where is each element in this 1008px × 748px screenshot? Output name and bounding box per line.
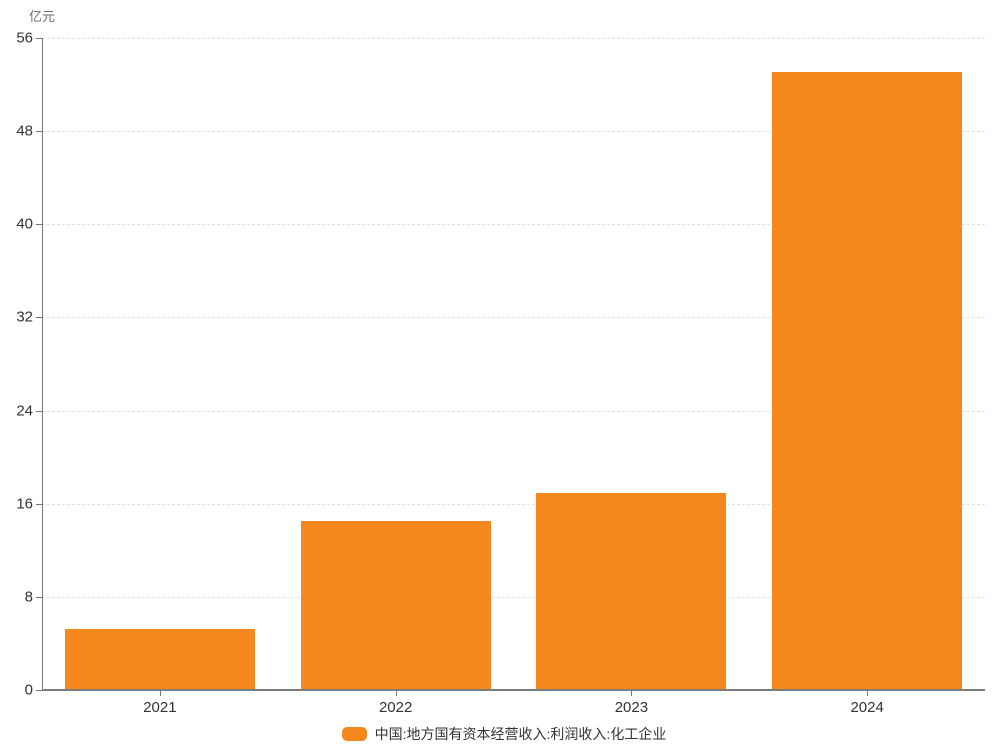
legend-label: 中国:地方国有资本经营收入:利润收入:化工企业 <box>374 726 667 742</box>
gridline-y-32 <box>42 317 985 319</box>
x-axis-tick-label: 2023 <box>614 699 649 716</box>
bar-2022 <box>300 521 491 690</box>
bar-2021 <box>64 629 255 690</box>
y-axis-unit-label: 亿元 <box>29 9 56 24</box>
x-axis-tick <box>631 690 633 696</box>
y-axis-tick <box>36 224 42 226</box>
y-axis-tick-label: 40 <box>16 215 33 233</box>
y-axis-tick-label: 8 <box>24 588 33 606</box>
gridline-y-48 <box>42 131 985 133</box>
x-axis-tick-label: 2024 <box>850 699 884 716</box>
y-axis-tick <box>36 596 42 598</box>
y-axis-tick <box>36 317 42 319</box>
x-axis-tick <box>159 690 161 696</box>
y-axis-tick-label: 48 <box>16 122 33 140</box>
y-axis-tick <box>36 131 42 133</box>
y-axis-tick-label: 56 <box>16 29 33 47</box>
x-axis-tick <box>395 690 397 696</box>
bar-2024 <box>772 71 963 690</box>
y-axis-tick <box>36 38 42 39</box>
gridline-y-24 <box>42 410 985 412</box>
y-axis-tick-label: 0 <box>24 681 33 699</box>
bar-2023 <box>536 493 727 690</box>
gridline-y-56 <box>42 38 985 39</box>
legend-item[interactable]: 中国:地方国有资本经营收入:利润收入:化工企业 <box>0 721 1008 747</box>
x-axis-tick <box>867 690 869 696</box>
gridline-y-8 <box>42 596 985 598</box>
y-axis-tick-label: 24 <box>16 402 33 420</box>
x-axis-tick-label: 2021 <box>143 699 177 716</box>
y-axis-tick-label: 16 <box>16 495 33 513</box>
x-axis-line <box>42 689 985 691</box>
y-axis-tick <box>36 690 42 691</box>
y-axis-line <box>42 38 43 690</box>
y-axis-tick <box>36 503 42 505</box>
y-axis-tick <box>36 410 42 412</box>
y-axis-tick-label: 32 <box>16 308 33 326</box>
legend-marker-icon <box>341 727 367 741</box>
x-axis-tick-label: 2022 <box>378 699 413 716</box>
gridline-y-16 <box>42 503 985 505</box>
gridline-y-40 <box>42 224 985 226</box>
